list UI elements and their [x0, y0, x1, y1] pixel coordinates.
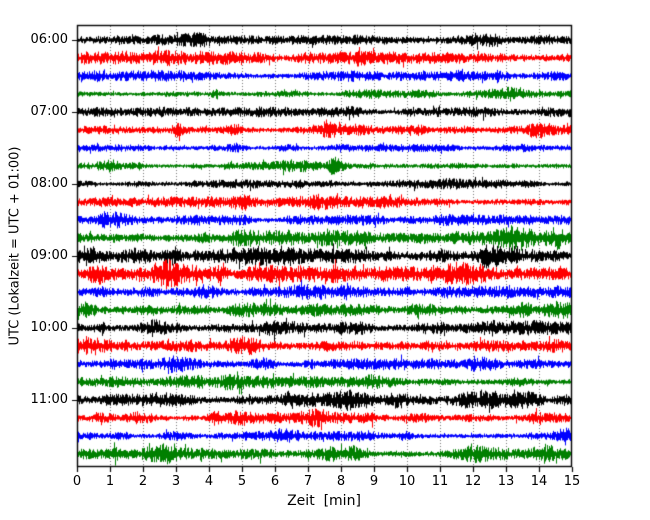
- x-tick-label: 4: [204, 474, 214, 489]
- x-tick-label: 10: [398, 474, 416, 489]
- x-tick-label: 1: [105, 474, 115, 489]
- x-tick-label: 14: [530, 474, 548, 489]
- y-axis-label: UTC (Lokalzeit = UTC + 01:00): [7, 146, 23, 346]
- x-tick-label: 9: [369, 474, 379, 489]
- x-tick-label: 6: [270, 474, 280, 489]
- y-tick-label: 08:00: [30, 176, 68, 191]
- x-tick-label: 0: [72, 474, 82, 489]
- y-tick-label: 06:00: [30, 32, 68, 47]
- x-tick-label: 2: [138, 474, 148, 489]
- x-tick-label: 13: [497, 474, 515, 489]
- y-tick-label: 07:00: [30, 104, 68, 119]
- y-tick-label: 10:00: [30, 320, 68, 335]
- x-tick-label: 3: [171, 474, 181, 489]
- x-tick-label: 8: [336, 474, 346, 489]
- x-tick-label: 12: [464, 474, 482, 489]
- x-axis-label: Zeit [min]: [287, 493, 361, 509]
- x-tick-label: 7: [303, 474, 313, 489]
- y-tick-label: 11:00: [30, 392, 68, 407]
- y-tick-label: 09:00: [30, 248, 68, 263]
- x-tick-label: 5: [237, 474, 247, 489]
- x-tick-label: 15: [563, 474, 581, 489]
- x-tick-label: 11: [431, 474, 449, 489]
